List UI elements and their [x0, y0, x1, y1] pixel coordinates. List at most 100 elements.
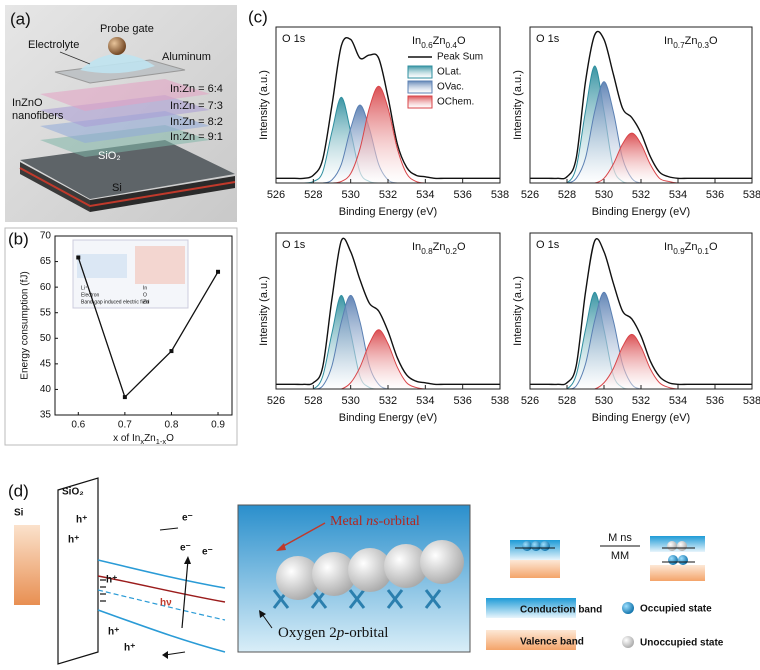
inset-label: In [143, 285, 147, 291]
label: SiO₂ [62, 487, 84, 498]
y-tick-label: 65 [40, 256, 52, 267]
legend-label: OVac. [437, 82, 464, 93]
x-tick-label: 526 [521, 189, 539, 201]
line [77, 257, 219, 399]
conduction-band [97, 559, 226, 589]
panel-d: (d) Si SiO₂ h⁺ h⁺ h⁺ h⁺ h⁺ e⁻ e⁻ e⁻ hν [8, 477, 724, 665]
chart-title: O 1s [536, 33, 560, 45]
marker [169, 349, 174, 354]
charts: 35 40 45 50 55 60 65 70 0.6 0.7 0.8 0.9 Energy consu… [4, 26, 760, 447]
sio2-surface [20, 140, 235, 199]
inset-label: Li⁺ [81, 285, 88, 291]
text-part: O [709, 241, 718, 253]
x-axis-title: x of InxZn1-xO [113, 433, 174, 447]
panel-border [4, 227, 238, 446]
hole: h⁺ [106, 575, 117, 586]
sample-label: In0.8Zn0.2O [412, 241, 466, 256]
text-part: Zn [685, 35, 698, 47]
text-part: In [412, 35, 421, 47]
text-part: 0.2 [446, 247, 458, 256]
legend-label: Conduction band [520, 605, 602, 616]
hole: h⁺ [124, 643, 135, 654]
component-area [530, 65, 752, 183]
component-area [530, 132, 752, 183]
sum-line [530, 237, 752, 386]
panel-a: (a) Electrolyte Probe gate Aluminum In:Z… [5, 5, 237, 222]
arrowhead [162, 651, 168, 659]
x-tick-label: 530 [341, 395, 359, 407]
x-tick-label: 528 [304, 189, 322, 201]
text-part: Zn [433, 241, 446, 253]
text-part: 0.9 [673, 247, 685, 256]
legend-label: OLat. [437, 67, 461, 78]
text-part: 0.4 [446, 41, 458, 50]
x-tick-label: 528 [558, 189, 576, 201]
text-part: O [166, 433, 174, 444]
text-part: 1-x [156, 437, 167, 446]
x-tick-label: 532 [379, 395, 397, 407]
electron: e⁻ [180, 543, 191, 554]
ratio-bottom: MM [611, 550, 629, 562]
chart-title: O 1s [282, 239, 306, 251]
text-part: O [457, 35, 466, 47]
x-tick-label: 530 [595, 395, 613, 407]
si-edge [19, 167, 236, 208]
chart-title: O 1s [282, 33, 306, 45]
text-part: x [140, 437, 144, 446]
text-part: 0.6 [421, 41, 433, 50]
y-tick-label: 45 [40, 358, 52, 369]
x-tick-label: 0.6 [71, 420, 85, 431]
marker [216, 269, 221, 274]
valence-band [97, 609, 226, 653]
x-axis-title: Binding Energy (eV) [592, 206, 690, 218]
text-part: In [412, 241, 421, 253]
marker [122, 395, 127, 400]
label: Probe gate [100, 23, 154, 35]
inset-label: Zn [143, 299, 149, 305]
inset-label: O [143, 292, 147, 298]
x-tick-label: 536 [453, 189, 471, 201]
oxygen-orbitals [272, 589, 442, 609]
x-tick-label: 528 [304, 395, 322, 407]
label: nanofibers [12, 110, 64, 122]
y-axis-title: Energy consumption (fJ) [20, 271, 31, 379]
legend-swatch [407, 80, 433, 94]
label: In:Zn = 6:4 [170, 83, 223, 95]
panel-label: (a) [10, 9, 31, 28]
inset-crystal [77, 254, 127, 278]
x-tick-label: 532 [379, 189, 397, 201]
x-tick-label: 534 [416, 189, 434, 201]
sum-line [276, 237, 500, 386]
panel-label: (d) [8, 481, 29, 500]
x-tick-label: 528 [558, 395, 576, 407]
label: InZnO [12, 97, 43, 109]
y-axis-title: Intensity (a.u.) [512, 70, 524, 140]
excitation-arrow [181, 559, 189, 629]
component-area [276, 329, 500, 389]
legend-label: Unoccupied state [640, 638, 724, 649]
metal-orbitals [276, 540, 464, 600]
valence-band-mini [650, 565, 705, 581]
component-area [530, 291, 752, 389]
legend-swatch [622, 636, 634, 648]
x-tick-label: 538 [491, 395, 509, 407]
label: Metal ns-orbital [330, 514, 420, 529]
legend-label: Occupied state [640, 604, 712, 615]
sample-label: In0.9Zn0.1O [664, 241, 718, 256]
arrow [279, 522, 326, 549]
hole: h⁺ [68, 535, 79, 546]
x-tick-label: 538 [491, 189, 509, 201]
legend-label: OChem. [437, 97, 474, 108]
legend-label: Valence band [520, 637, 584, 648]
x-tick-label: 532 [632, 189, 650, 201]
component-area [276, 294, 500, 389]
electron: e⁻ [202, 547, 213, 558]
marker [76, 255, 81, 260]
sum-line [276, 36, 500, 180]
x-tick-label: 536 [453, 395, 471, 407]
component-area [530, 333, 752, 389]
text-part: Zn [433, 35, 446, 47]
text-part: 0.1 [698, 247, 710, 256]
arrowhead [259, 610, 266, 618]
